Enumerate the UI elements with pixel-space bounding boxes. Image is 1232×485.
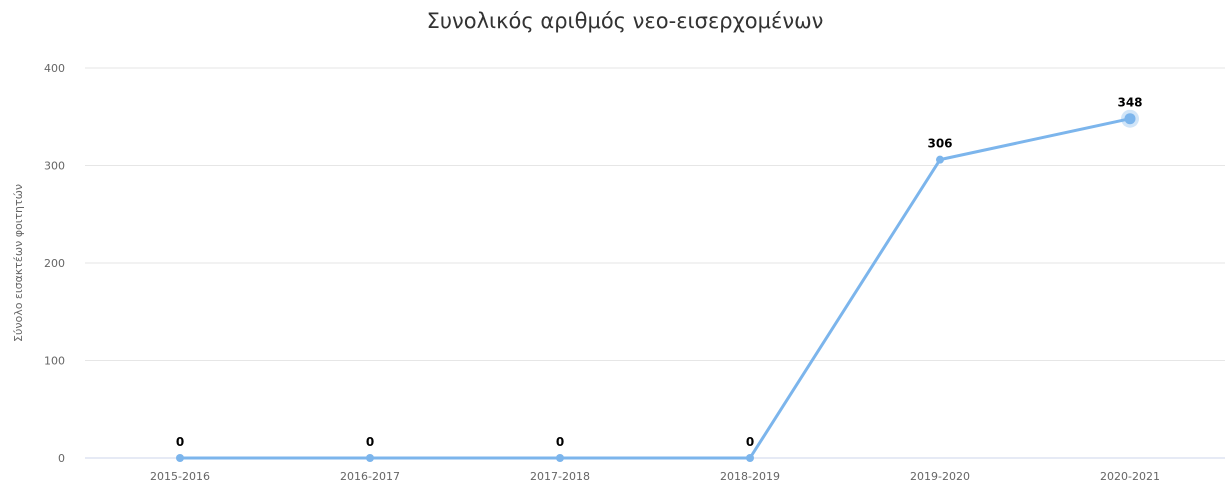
x-tick-label: 2018-2019 xyxy=(720,470,780,483)
data-label: 348 xyxy=(1117,96,1142,110)
data-point[interactable] xyxy=(746,454,754,462)
data-label: 0 xyxy=(556,435,564,449)
data-point[interactable] xyxy=(366,454,374,462)
data-label: 0 xyxy=(176,435,184,449)
x-axis-ticks: 2015-2016 2016-2017 2017-2018 2018-2019 2019… xyxy=(150,470,1160,483)
grid xyxy=(85,67,1225,361)
x-tick-label: 2017-2018 xyxy=(530,470,590,483)
y-tick-label: 100 xyxy=(44,355,65,368)
y-axis-ticks: 0 100 200 300 400 xyxy=(44,62,65,465)
data-point[interactable] xyxy=(1124,113,1136,125)
data-point[interactable] xyxy=(176,454,184,462)
y-tick-label: 400 xyxy=(44,62,65,75)
x-tick-label: 2015-2016 xyxy=(150,470,210,483)
data-label: 0 xyxy=(366,435,374,449)
y-tick-label: 200 xyxy=(44,257,65,270)
y-axis-title: Σύνολο εισακτέων φοιτητών xyxy=(12,184,25,342)
data-label: 306 xyxy=(927,137,952,151)
series-group xyxy=(176,109,1139,462)
data-labels: 0 0 0 0 306 348 xyxy=(176,96,1143,449)
series-line xyxy=(178,117,1132,460)
data-point[interactable] xyxy=(556,454,564,462)
data-point[interactable] xyxy=(936,155,944,164)
x-tick-label: 2020-2021 xyxy=(1100,470,1160,483)
x-tick-label: 2019-2020 xyxy=(910,470,970,483)
chart-title: Συνολικός αριθμός νεο-εισερχομένων xyxy=(427,9,824,33)
x-tick-label: 2016-2017 xyxy=(340,470,400,483)
y-tick-label: 300 xyxy=(44,160,65,173)
data-label: 0 xyxy=(746,435,754,449)
y-tick-label: 0 xyxy=(58,452,65,465)
